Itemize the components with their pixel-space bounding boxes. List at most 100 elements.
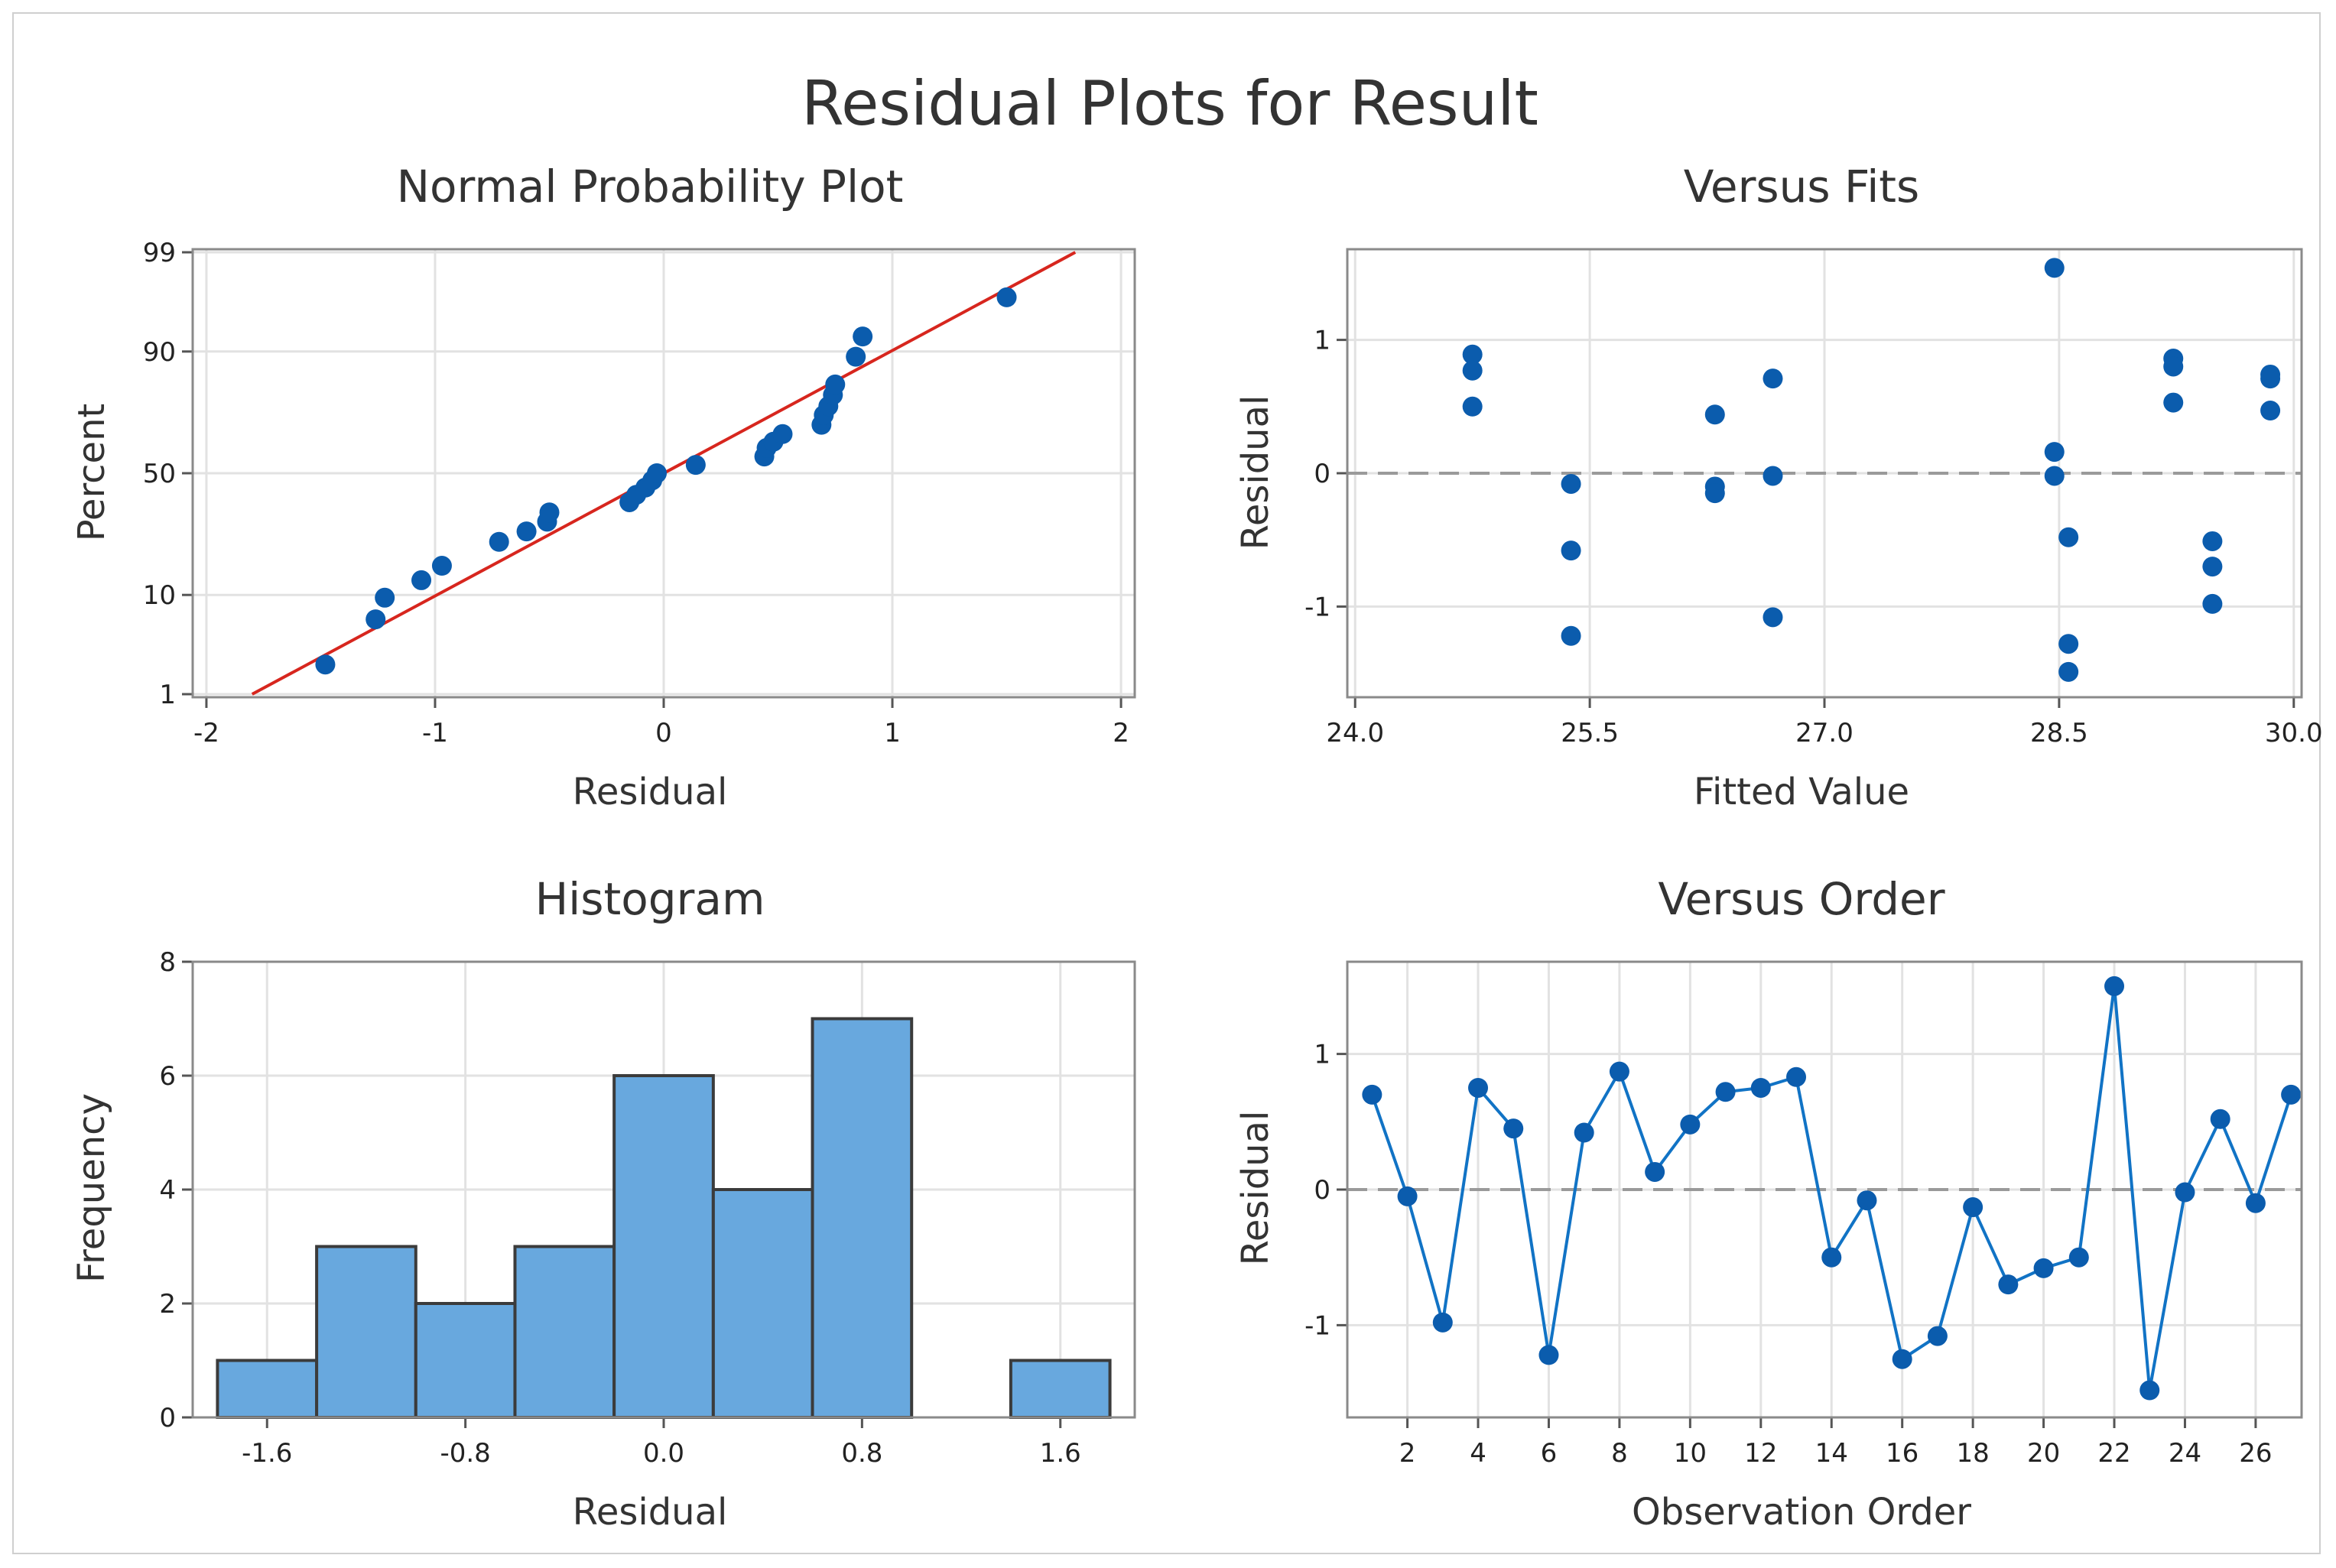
versus-order-point [1786, 1066, 1807, 1087]
histogram-bar [513, 1245, 616, 1419]
versus-order-point [2033, 1258, 2054, 1278]
versus-order-y-tick-label: -1 [1304, 1310, 1330, 1341]
versus-fits-y-tick-label: 0 [1314, 459, 1330, 489]
versus-order-panel: Versus Order 2 4 6 8 10 12 14 16 18 20 22 24 26-101 … [1234, 873, 2303, 1534]
histogram-bar [1009, 1359, 1112, 1419]
versus-fits-x-tick-label: 27.0 [1795, 718, 1854, 748]
versus-order-point [1821, 1247, 1842, 1268]
versus-order-y-tick-label: 1 [1314, 1040, 1330, 1070]
versus-order-x-tick-label: 18 [1957, 1438, 1990, 1469]
normal-probability-point [489, 531, 509, 552]
versus-fits-panel: Versus Fits 24.0 25.5 27.0 28.5 30.0 -1 0 1 Fit… [1234, 161, 2322, 813]
histogram-x-tick-label: 0.8 [841, 1438, 882, 1469]
versus-order-point [1715, 1082, 1736, 1102]
versus-order-x-tick-label: 12 [1744, 1438, 1777, 1469]
normal-probability-y-tick-label: 99 [143, 238, 176, 268]
versus-fits-point [2044, 258, 2065, 278]
normal-probability-point [853, 326, 873, 347]
versus-fits-point [2044, 442, 2065, 463]
versus-fits-point [2044, 466, 2065, 486]
normal-probability-point [375, 587, 395, 608]
histogram-bar [711, 1188, 814, 1419]
versus-order-x-tick-label: 10 [1674, 1438, 1707, 1469]
normal-probability-point [411, 570, 432, 590]
figure-frame: Residual Plots for Result Normal Probabi… [12, 12, 2322, 1554]
versus-order-point [1538, 1345, 1559, 1365]
versus-order-point [1362, 1084, 1382, 1105]
versus-order-x-tick-label: 16 [1886, 1438, 1919, 1469]
normal-probability-x-tick-label: -2 [193, 718, 219, 748]
versus-fits-ylabel: Residual [1234, 395, 1277, 550]
versus-fits-point [2058, 634, 2079, 654]
versus-order-point [1574, 1122, 1594, 1143]
histogram-bar [315, 1245, 417, 1419]
versus-fits-point [1462, 344, 1483, 365]
versus-order-x-tick-label: 2 [1399, 1438, 1416, 1469]
versus-fits-point [1561, 625, 1581, 646]
versus-fits-title: Versus Fits [1684, 161, 1920, 213]
versus-order-xlabel: Observation Order [1632, 1491, 1971, 1534]
versus-fits-x-tick-label: 24.0 [1326, 718, 1384, 748]
versus-order-point [2281, 1084, 2302, 1105]
versus-order-plot-area [1346, 960, 2303, 1419]
histogram-y-tick-label: 4 [159, 1175, 176, 1206]
versus-order-y-tick-label: 0 [1314, 1175, 1330, 1206]
versus-fits-point [1704, 483, 1725, 504]
normal-probability-x-tick-label: 0 [655, 718, 672, 748]
versus-fits-point [2163, 356, 2184, 377]
versus-fits-point [1462, 396, 1483, 417]
normal-probability-point [685, 455, 706, 476]
versus-order-point [1397, 1186, 1418, 1206]
versus-order-x-tick-label: 20 [2027, 1438, 2060, 1469]
versus-fits-point [1561, 541, 1581, 561]
normal-probability-x-tick-label: -1 [422, 718, 448, 748]
versus-fits-point [1763, 466, 1783, 486]
versus-fits-y-tick-label: -1 [1304, 592, 1330, 622]
versus-order-point [1927, 1326, 1948, 1346]
versus-order-ylabel: Residual [1234, 1111, 1277, 1266]
histogram-x-tick-label: -0.8 [440, 1438, 490, 1469]
normal-probability-plot-area [191, 248, 1136, 699]
versus-fits-point [2202, 531, 2223, 551]
normal-probability-point [846, 346, 866, 367]
versus-fits-y-tick-label: 1 [1314, 326, 1330, 356]
normal-probability-y-tick-label: 90 [143, 337, 176, 368]
versus-fits-point [2163, 392, 2184, 413]
versus-order-point [2104, 976, 2125, 996]
versus-fits-point [1561, 473, 1581, 494]
histogram-x-tick-label: 0.0 [643, 1438, 684, 1469]
normal-probability-point [647, 463, 668, 483]
versus-order-point [1609, 1061, 1629, 1082]
versus-order-x-tick-label: 4 [1470, 1438, 1486, 1469]
versus-fits-xlabel: Fitted Value [1694, 771, 1909, 813]
histogram-x-tick-label: 1.6 [1040, 1438, 1081, 1469]
versus-fits-point [2260, 401, 2281, 421]
normal-probability-y-tick-label: 1 [159, 680, 176, 710]
histogram-bar [414, 1302, 517, 1419]
versus-order-point [2068, 1247, 2089, 1268]
versus-order-point [1680, 1114, 1701, 1135]
versus-order-x-tick-label: 24 [2169, 1438, 2201, 1469]
histogram-y-tick-label: 2 [159, 1289, 176, 1320]
versus-order-point [1998, 1274, 2019, 1295]
versus-fits-point [2260, 368, 2281, 389]
versus-fits-point [2202, 557, 2223, 577]
histogram-panel: Histogram -1.6 -0.8 0.0 0.8 1.6 0 2 4 6 8 Residua… [70, 873, 1136, 1534]
normal-probability-point [366, 609, 386, 630]
residual-plots-figure: Residual Plots for Result Normal Probabi… [70, 68, 2322, 1534]
histogram-ylabel: Frequency [70, 1093, 113, 1283]
versus-order-point [2139, 1380, 2160, 1401]
normal-probability-x-tick-label: 2 [1113, 718, 1129, 748]
versus-order-point [2210, 1109, 2230, 1129]
histogram-y-tick-label: 8 [159, 947, 176, 978]
versus-order-x-tick-label: 14 [1815, 1438, 1848, 1469]
normal-probability-x-tick-label: 1 [884, 718, 901, 748]
normal-probability-title: Normal Probability Plot [397, 161, 904, 213]
versus-fits-point [1704, 404, 1725, 425]
versus-fits-point [2058, 527, 2079, 547]
histogram-bar [811, 1017, 914, 1419]
histogram-x-tick-label: -1.6 [242, 1438, 292, 1469]
versus-fits-plot-area [1346, 248, 2303, 699]
versus-order-point [1857, 1190, 1877, 1211]
figure-title: Residual Plots for Result [801, 68, 1538, 139]
